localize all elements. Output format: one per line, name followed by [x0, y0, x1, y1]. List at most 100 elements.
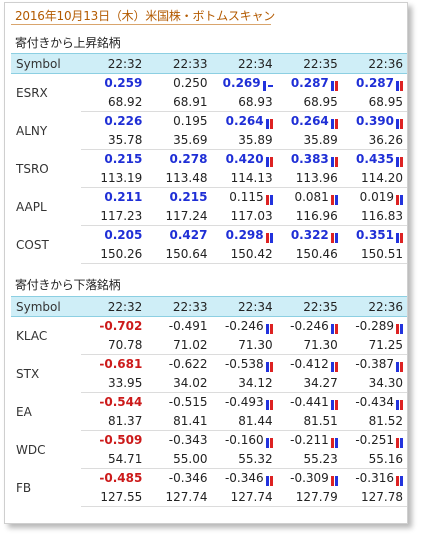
change-value: -0.211: [290, 433, 329, 448]
header-time: 22:36: [341, 296, 407, 317]
red-blue-bars-icon: [265, 193, 273, 206]
red-bar: [334, 119, 338, 130]
price-cell: 34.30: [341, 373, 407, 393]
change-value: 0.215: [104, 152, 143, 167]
change-value: 0.250: [173, 76, 208, 91]
blue-red-bars-icon: [265, 360, 273, 373]
blue-bar: [265, 157, 269, 168]
blue-bar: [330, 400, 334, 411]
header-time: 22:34: [211, 53, 277, 74]
blue-bar: [396, 81, 399, 92]
blue-bar: [396, 400, 399, 411]
blue-bar: [400, 476, 403, 487]
red-blue-bars-icon: [330, 231, 338, 244]
change-value: -0.493: [224, 395, 264, 410]
change-value: -0.346: [224, 471, 264, 486]
red-bar: [269, 400, 273, 411]
change-cell: 0.298: [211, 226, 276, 245]
dash-mark: [267, 85, 273, 88]
price-cell: 36.26: [341, 130, 407, 150]
change-cell: -0.309: [277, 469, 342, 488]
blue-bar: [269, 195, 273, 206]
change-value: -0.434: [355, 395, 394, 410]
price-cell: 55.32: [211, 449, 277, 469]
change-value: 0.390: [356, 114, 394, 129]
change-value: 0.287: [290, 76, 329, 91]
change-value: -0.387: [355, 357, 394, 372]
price-cell: 33.95: [81, 373, 147, 393]
red-bar: [334, 400, 338, 411]
stock-price-row: 68.92 68.91 68.93 68.95 68.95: [11, 92, 407, 112]
red-bar: [334, 324, 338, 335]
red-bar: [330, 476, 334, 487]
change-value: -0.485: [99, 471, 143, 486]
change-value: 0.205: [104, 228, 143, 243]
stock-price-row: 117.23 117.24 117.03 116.96 116.83: [11, 206, 407, 226]
blue-bar: [265, 119, 269, 130]
change-value: 0.264: [290, 114, 329, 129]
change-cell: 0.420: [211, 150, 276, 169]
price-cell: 150.26: [81, 244, 147, 264]
symbol-cell: COST: [16, 237, 49, 252]
fall-section-label: 寄付きから下落銘柄: [15, 278, 121, 292]
symbol-cell: KLAC: [16, 328, 48, 343]
change-value: -0.515: [168, 395, 208, 410]
blue-bar: [330, 324, 334, 335]
change-cell: 0.264: [211, 112, 276, 131]
stock-price-row: 33.95 34.02 34.12 34.27 34.30: [11, 373, 407, 393]
red-bar: [400, 400, 403, 411]
change-cell: -0.343: [146, 431, 211, 450]
change-cell: -0.485: [81, 469, 146, 488]
change-cell: -0.316: [342, 469, 407, 488]
change-cell: -0.491: [146, 317, 211, 336]
change-value: 0.195: [173, 114, 208, 129]
change-cell: 0.215: [81, 150, 146, 169]
price-cell: 68.91: [146, 92, 212, 112]
change-cell: 0.250: [146, 74, 211, 93]
change-cell: -0.346: [146, 469, 211, 488]
change-cell: -0.622: [146, 355, 211, 374]
price-cell: 127.74: [211, 487, 277, 507]
price-cell: 35.69: [146, 130, 212, 150]
red-bar: [400, 81, 403, 92]
stock-change-row: WDC -0.509 -0.343 -0.160 -0.211 -0.251: [11, 431, 407, 457]
change-cell: -0.346: [211, 469, 276, 488]
price-cell: 150.46: [276, 244, 342, 264]
change-value: -0.509: [99, 433, 143, 448]
red-bar: [330, 438, 334, 449]
blue-red-bars-icon: [330, 398, 338, 411]
title-underline: [11, 24, 271, 25]
blue-red-bars-icon: [265, 322, 273, 335]
symbol-cell: STX: [16, 366, 40, 381]
red-bar: [334, 157, 338, 168]
blue-bar: [400, 195, 403, 206]
fall-table: Symbol 22:32 22:33 22:34 22:35 22:36 KLAC -0.7…: [11, 296, 407, 507]
change-value: 0.081: [294, 190, 329, 205]
red-bar: [400, 233, 403, 244]
scan-panel: 2016年10月13日（木）米国株・ボトムスキャン 寄付きから上昇銘柄 Symb…: [4, 2, 408, 524]
change-cell: -0.160: [211, 431, 276, 450]
price-cell: 55.23: [276, 449, 342, 469]
red-blue-bars-icon: [395, 436, 403, 449]
change-value: 0.322: [290, 228, 329, 243]
price-cell: 150.64: [146, 244, 212, 264]
price-cell: 68.95: [276, 92, 342, 112]
price-cell: 127.74: [146, 487, 212, 507]
header-time: 22:35: [276, 53, 342, 74]
change-value: -0.246: [290, 319, 329, 334]
red-bar: [269, 324, 273, 335]
stock-change-row: ALNY 0.226 0.195 0.264 0.264 0.390: [11, 112, 407, 138]
red-bar: [400, 157, 403, 168]
change-value: -0.491: [168, 319, 208, 334]
price-cell: 116.96: [276, 206, 342, 226]
symbol-cell: EA: [16, 404, 32, 419]
price-cell: 114.20: [341, 168, 407, 188]
price-cell: 81.37: [81, 411, 147, 431]
change-cell: 0.322: [277, 226, 342, 245]
change-value: 0.287: [356, 76, 394, 91]
change-value: 0.298: [225, 228, 264, 243]
price-cell: 81.52: [341, 411, 407, 431]
header-time: 22:33: [146, 53, 212, 74]
price-cell: 71.30: [276, 335, 342, 355]
red-bar: [269, 119, 273, 130]
